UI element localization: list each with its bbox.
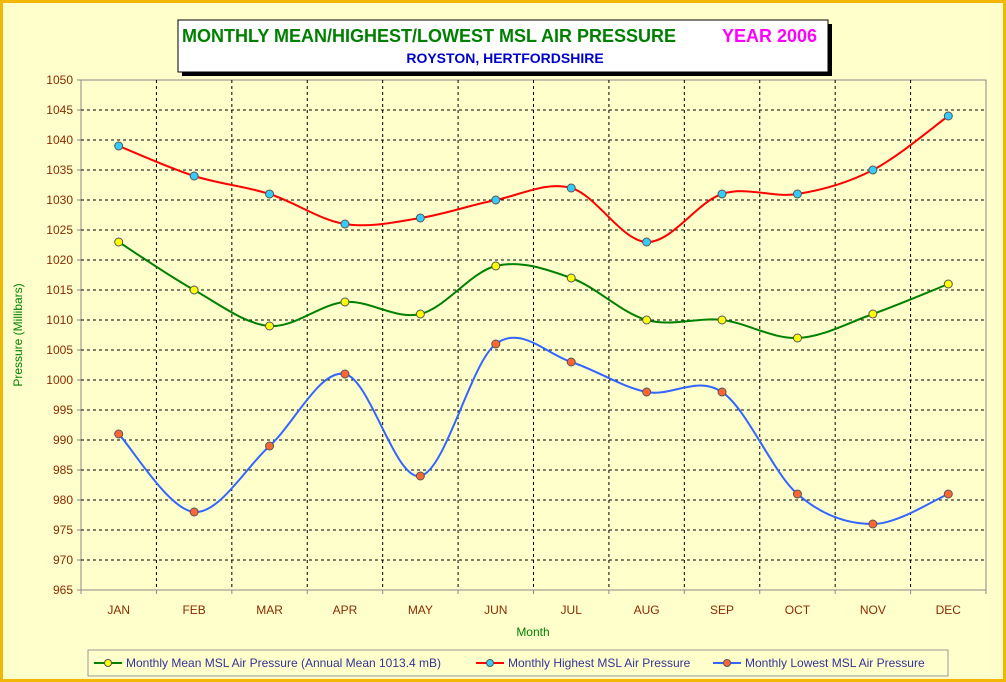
grid: [81, 80, 986, 590]
legend-label: Monthly Highest MSL Air Pressure: [508, 656, 691, 670]
chart-subtitle: ROYSTON, HERTFORDSHIRE: [406, 50, 603, 66]
y-tick-label: 970: [53, 553, 73, 567]
data-point: [642, 387, 652, 397]
x-tick-label: APR: [333, 603, 358, 617]
series-line: [118, 241, 949, 340]
y-axis-title: Pressure (Millibars): [11, 283, 25, 386]
data-point: [415, 471, 425, 481]
x-tick-label: AUG: [634, 603, 660, 617]
data-point: [340, 369, 350, 379]
legend-marker: [486, 659, 494, 667]
x-tick-label: JUL: [561, 603, 583, 617]
y-tick-label: 1025: [46, 223, 73, 237]
data-point: [566, 357, 576, 367]
y-tick-label: 1005: [46, 343, 73, 357]
y-tick-label: 1045: [46, 103, 73, 117]
data-point: [114, 141, 124, 151]
x-tick-label: DEC: [936, 603, 962, 617]
y-tick-label: 1010: [46, 313, 73, 327]
data-point: [491, 339, 501, 349]
x-axis-ticks: JAN FEB MAR APR MAY JUN JUL AUG SEP OCT NOV DEC: [80, 590, 987, 617]
data-point: [717, 387, 727, 397]
y-tick-label: 965: [53, 583, 73, 597]
data-point: [566, 183, 576, 193]
data-point: [566, 273, 576, 283]
data-point: [943, 279, 953, 289]
data-point: [265, 321, 275, 331]
legend-box: [87, 649, 949, 677]
x-tick-label: FEB: [182, 603, 205, 617]
data-point: [943, 489, 953, 499]
legend-marker: [104, 659, 112, 667]
legend-label: Monthly Mean MSL Air Pressure (Annual Me…: [126, 656, 441, 670]
x-tick-label: JAN: [107, 603, 130, 617]
data-point: [642, 237, 652, 247]
y-tick-label: 1040: [46, 133, 73, 147]
data-point: [868, 309, 878, 319]
y-axis-ticks: 965 970 975 980 985 990 995 1000 1005 1010 1015 102…: [46, 73, 81, 597]
data-point: [114, 237, 124, 247]
y-tick-label: 990: [53, 433, 73, 447]
series-2: [114, 111, 953, 247]
chart-title: MONTHLY MEAN/HIGHEST/LOWEST MSL AIR PRES…: [182, 26, 676, 46]
y-tick-label: 980: [53, 493, 73, 507]
x-tick-label: OCT: [785, 603, 811, 617]
series-line: [118, 115, 949, 244]
data-point: [340, 219, 350, 229]
legend: Monthly Mean MSL Air Pressure (Annual Me…: [94, 656, 925, 670]
series-1: [114, 237, 953, 343]
data-point: [491, 195, 501, 205]
data-point: [868, 165, 878, 175]
y-tick-label: 1015: [46, 283, 73, 297]
y-tick-label: 995: [53, 403, 73, 417]
series-3: [114, 336, 953, 529]
data-point: [114, 429, 124, 439]
x-tick-label: MAR: [256, 603, 283, 617]
series-layer: [114, 111, 953, 529]
data-point: [265, 189, 275, 199]
data-point: [642, 315, 652, 325]
y-tick-label: 1050: [46, 73, 73, 87]
data-point: [415, 213, 425, 223]
data-point: [189, 285, 199, 295]
data-point: [792, 333, 802, 343]
data-point: [717, 189, 727, 199]
legend-label: Monthly Lowest MSL Air Pressure: [745, 656, 925, 670]
data-point: [265, 441, 275, 451]
y-tick-label: 1030: [46, 193, 73, 207]
data-point: [491, 261, 501, 271]
title-box: [177, 19, 829, 73]
data-point: [792, 189, 802, 199]
x-tick-label: NOV: [860, 603, 886, 617]
data-point: [943, 111, 953, 121]
y-tick-label: 1035: [46, 163, 73, 177]
data-point: [717, 315, 727, 325]
chart-title-year: YEAR 2006: [722, 26, 817, 46]
data-point: [189, 171, 199, 181]
data-point: [340, 297, 350, 307]
x-tick-label: JUN: [484, 603, 507, 617]
x-tick-label: MAY: [408, 603, 433, 617]
y-tick-label: 985: [53, 463, 73, 477]
x-axis-title: Month: [516, 625, 549, 639]
data-point: [415, 309, 425, 319]
y-tick-label: 1000: [46, 373, 73, 387]
data-point: [189, 507, 199, 517]
y-tick-label: 975: [53, 523, 73, 537]
legend-marker: [723, 659, 731, 667]
x-tick-label: SEP: [710, 603, 734, 617]
y-tick-label: 1020: [46, 253, 73, 267]
data-point: [868, 519, 878, 529]
data-point: [792, 489, 802, 499]
